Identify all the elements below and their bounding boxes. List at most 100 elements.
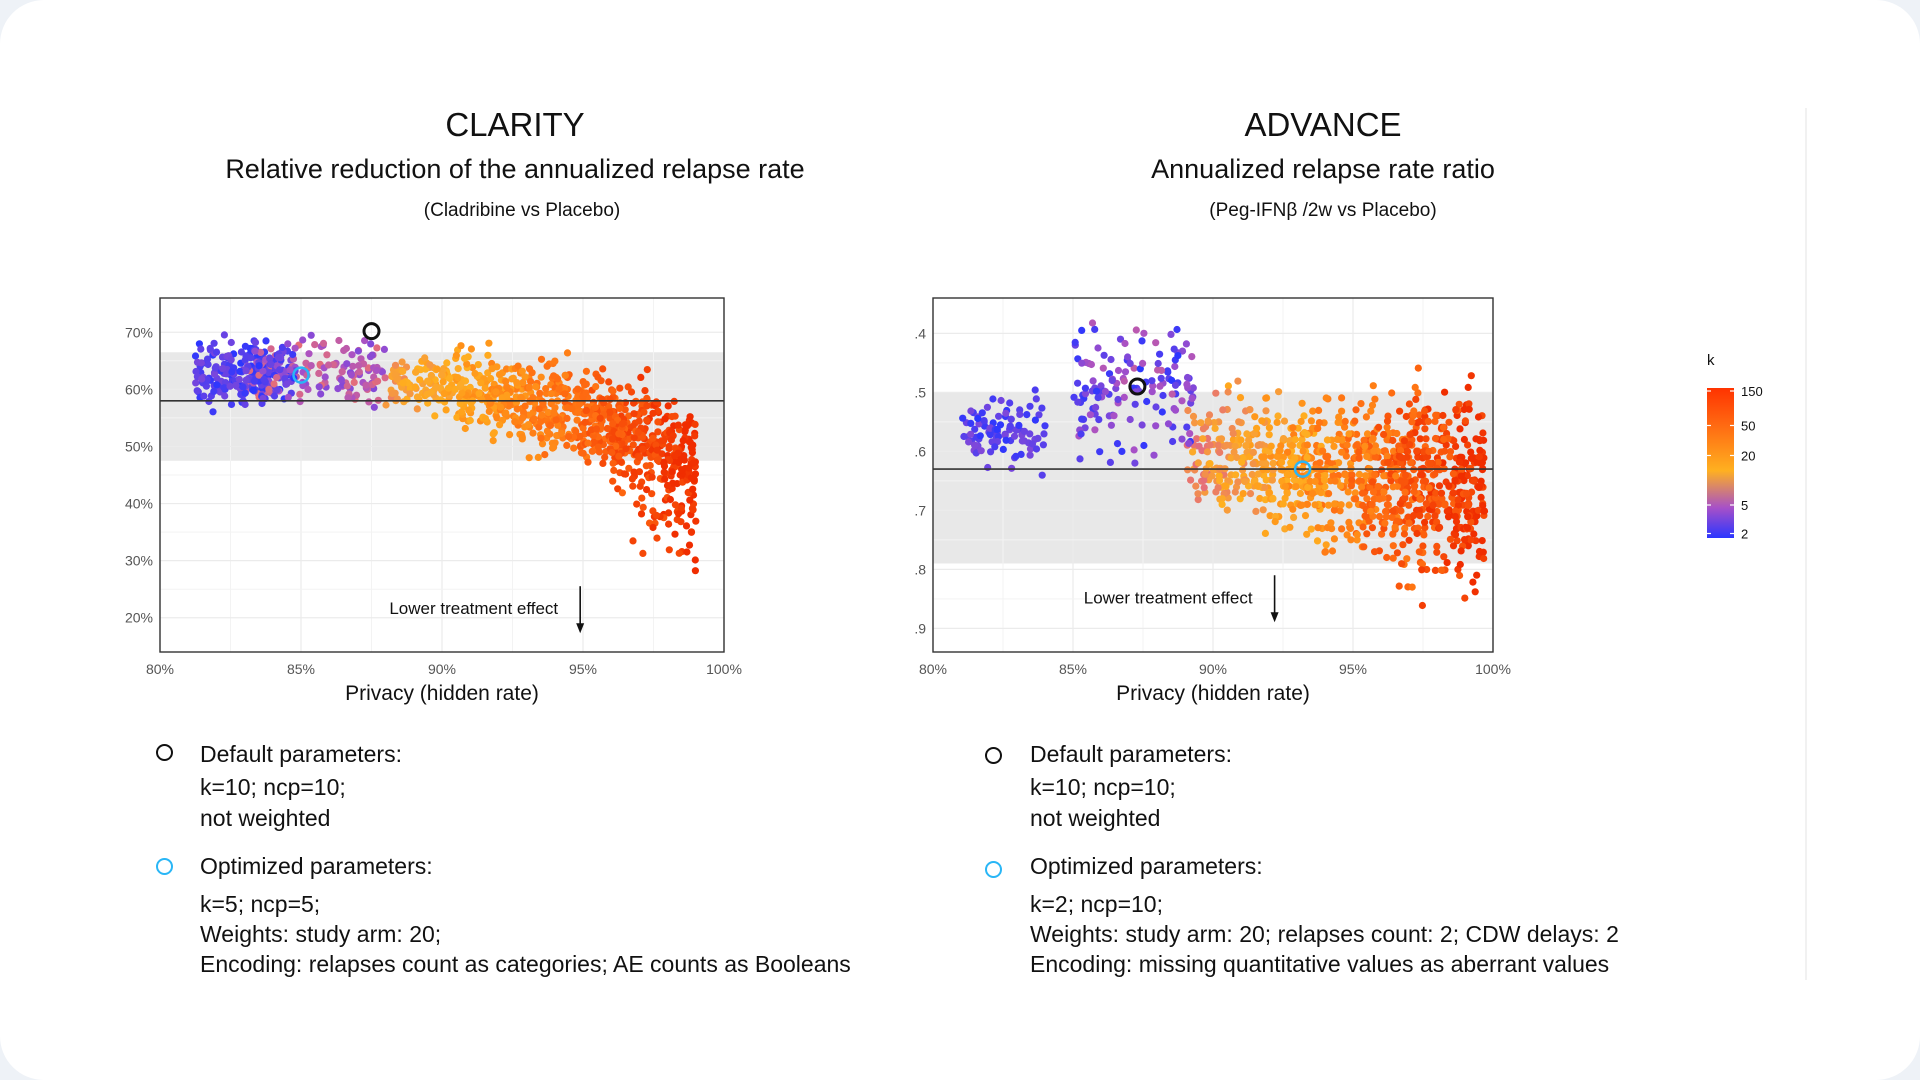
data-point — [259, 367, 267, 375]
data-point — [1186, 430, 1194, 438]
data-point — [1006, 399, 1014, 407]
data-point — [1370, 447, 1378, 455]
data-point — [1114, 395, 1122, 404]
data-point — [638, 494, 646, 502]
y-tick-label: 0.9 — [915, 620, 926, 636]
data-point — [1475, 453, 1483, 461]
data-point — [1369, 434, 1377, 442]
data-point — [625, 412, 633, 420]
data-point — [535, 405, 543, 413]
data-point — [1006, 423, 1014, 431]
data-point — [1456, 425, 1464, 433]
data-point — [1253, 424, 1261, 432]
data-point — [1480, 554, 1488, 563]
x-tick-label: 100% — [1475, 661, 1511, 677]
data-point — [1304, 483, 1312, 492]
data-point — [579, 424, 587, 432]
data-point — [335, 336, 343, 345]
data-point — [1401, 488, 1409, 496]
data-point — [1253, 482, 1261, 490]
data-point — [617, 458, 625, 466]
data-point — [1223, 441, 1231, 449]
data-point — [349, 362, 357, 370]
data-point — [1473, 571, 1481, 579]
data-point — [550, 443, 558, 451]
data-point — [1107, 421, 1115, 429]
data-point — [1233, 453, 1241, 462]
data-point — [1434, 500, 1443, 508]
data-point — [286, 366, 294, 374]
data-point — [1131, 459, 1139, 467]
annotation-label: Lower treatment effect — [389, 599, 558, 618]
data-point — [1206, 441, 1214, 449]
data-point — [266, 355, 274, 363]
data-point — [406, 390, 414, 398]
data-point — [1405, 536, 1413, 544]
data-point — [551, 357, 559, 365]
data-point — [527, 377, 535, 386]
data-point — [581, 418, 589, 426]
data-point — [257, 348, 265, 356]
data-point — [1432, 489, 1440, 497]
data-point — [535, 423, 543, 431]
data-point — [1479, 502, 1487, 510]
data-point — [1359, 523, 1367, 531]
data-point — [1039, 441, 1047, 449]
data-point — [1363, 495, 1371, 503]
data-point — [630, 434, 638, 442]
data-point — [453, 413, 461, 421]
data-point — [1258, 453, 1266, 461]
data-point — [536, 389, 544, 397]
data-point — [971, 441, 979, 449]
data-point — [1348, 471, 1356, 479]
data-point — [1370, 495, 1378, 503]
colorbar-gradient — [1707, 388, 1734, 538]
data-point — [1184, 406, 1192, 415]
data-point — [456, 400, 464, 408]
legend-optimized-title: Optimized parameters: — [1030, 853, 1263, 879]
data-point — [1038, 404, 1046, 412]
data-point — [1164, 367, 1172, 375]
data-point — [1278, 458, 1286, 466]
data-point — [1224, 382, 1232, 390]
data-point — [305, 350, 313, 358]
data-point — [506, 431, 514, 439]
data-point — [1467, 448, 1475, 456]
colorbar-tick-label: 20 — [1741, 449, 1755, 464]
data-point — [1089, 377, 1097, 385]
data-point — [1397, 477, 1406, 485]
data-point — [680, 456, 689, 464]
data-point — [1256, 494, 1264, 503]
plot-advance: Lower treatment effect 80% 85% 90% 95% 100% 0.… — [915, 297, 1511, 705]
data-point — [1463, 489, 1471, 497]
data-point — [649, 523, 657, 532]
data-point — [1116, 335, 1125, 343]
data-point — [1291, 435, 1299, 444]
data-point — [1271, 518, 1279, 526]
data-point — [1273, 418, 1281, 426]
data-point — [538, 440, 547, 448]
data-point — [1362, 472, 1370, 480]
data-point — [1002, 436, 1010, 444]
legend-default-line: not weighted — [200, 805, 331, 831]
data-point — [485, 407, 493, 415]
data-point — [671, 530, 679, 538]
data-point — [265, 385, 273, 393]
data-point — [1406, 441, 1414, 449]
data-point — [1114, 366, 1123, 375]
data-point — [496, 421, 504, 429]
data-point — [1200, 484, 1208, 492]
data-point — [411, 383, 419, 391]
data-point — [1168, 376, 1176, 384]
data-point — [618, 489, 626, 497]
data-point — [1335, 413, 1343, 421]
data-point — [1096, 448, 1104, 456]
data-point — [1422, 500, 1430, 508]
data-point — [1183, 380, 1191, 388]
data-point — [1095, 416, 1103, 424]
data-point — [1261, 529, 1269, 537]
data-point — [1212, 389, 1220, 397]
data-point — [1400, 437, 1408, 445]
data-point — [1464, 383, 1472, 391]
data-point — [1449, 470, 1457, 478]
